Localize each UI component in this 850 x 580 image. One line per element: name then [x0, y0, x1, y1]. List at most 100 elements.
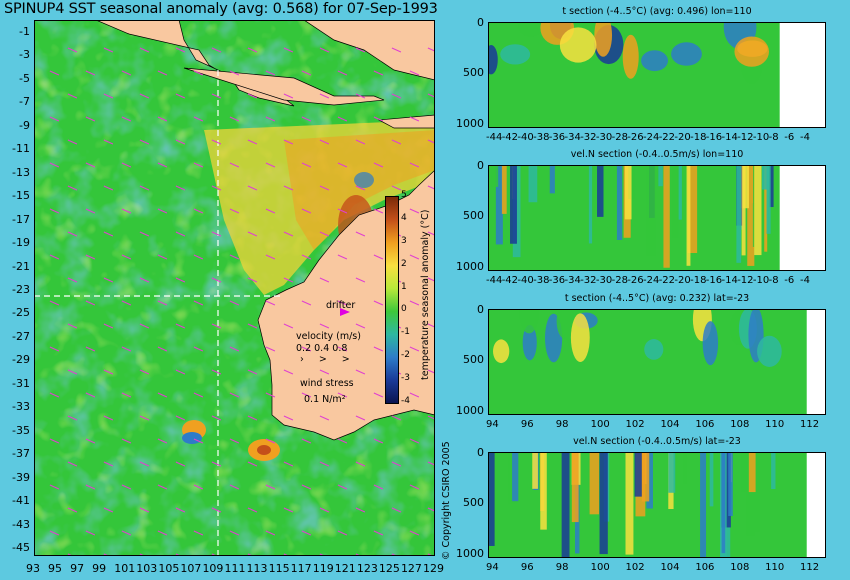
wind-arrow — [301, 530, 312, 536]
wind-arrow — [301, 300, 312, 306]
wind-arrow — [355, 139, 366, 145]
wind-arrow — [301, 484, 312, 490]
section-feature — [687, 166, 698, 254]
lat-tick: -33 — [12, 400, 30, 414]
section-x-tick: -44 — [486, 275, 503, 286]
wind-arrow — [157, 392, 168, 398]
section-feature — [678, 166, 682, 220]
wind-arrow — [247, 507, 258, 513]
wind-arrow — [67, 507, 78, 513]
wind-arrow — [409, 438, 420, 444]
section-x-tick: -20 — [674, 132, 691, 143]
section-x-tick: -36 — [548, 132, 566, 143]
lon-tick: 125 — [378, 562, 400, 575]
wind-arrow — [157, 484, 168, 490]
section-feature — [721, 453, 726, 554]
wind-arrow — [49, 300, 60, 306]
wind-arrow — [175, 185, 186, 191]
wind-arrow — [49, 208, 60, 214]
section-x-tick: -26 — [627, 132, 644, 143]
wind-arrow — [337, 70, 348, 76]
section-background — [489, 23, 825, 127]
wind-arrow — [283, 461, 294, 467]
wind-arrow — [85, 530, 96, 536]
lon-tick: 107 — [180, 562, 202, 575]
section-x-tick: 104 — [660, 419, 680, 430]
wind-arrow — [265, 300, 276, 306]
section-x-tick: 100 — [590, 419, 610, 430]
wind-arrow — [319, 323, 330, 329]
wind-arrow — [283, 139, 294, 145]
wind-arrow — [409, 392, 420, 398]
lon-tick: 129 — [423, 562, 444, 575]
wind-arrow — [319, 93, 330, 99]
section-x-tick: -32 — [580, 132, 597, 143]
section-x-tick: -8 — [768, 132, 779, 143]
velocity-scale-2: 0.4 — [314, 343, 330, 354]
section-feature — [522, 324, 537, 361]
wind-arrow — [139, 139, 150, 145]
section-x-tick: -12 — [737, 275, 754, 286]
section-x-tick: -24 — [643, 132, 660, 143]
section-x-tick: 102 — [625, 562, 645, 573]
section-x-tick: -16 — [705, 132, 723, 143]
wind-arrow — [103, 231, 114, 237]
section-feature — [570, 313, 590, 362]
wind-arrow — [409, 116, 420, 122]
wind-arrow — [193, 530, 204, 536]
wind-arrow — [157, 208, 168, 214]
wind-arrow — [409, 346, 420, 352]
section-feature — [686, 166, 691, 266]
wind-arrow — [301, 392, 312, 398]
section-x-tick: -14 — [721, 275, 738, 286]
section-feature — [747, 166, 755, 266]
section-feature — [771, 453, 776, 490]
section-x-tick: 110 — [765, 562, 785, 573]
wind-arrow — [175, 415, 186, 421]
section-x-tick: 110 — [765, 419, 785, 430]
lon-tick: 123 — [356, 562, 378, 575]
section-x-tick: -8 — [768, 275, 779, 286]
wind-arrow — [193, 438, 204, 444]
section-feature — [764, 166, 768, 252]
section-x-tick: -40 — [517, 132, 534, 143]
section-no-data — [806, 453, 825, 557]
section-feature — [754, 453, 761, 532]
wind-arrow — [157, 116, 168, 122]
wind-arrow — [121, 392, 132, 398]
section-feature — [532, 453, 538, 489]
wind-arrow — [373, 484, 384, 490]
section-feature — [628, 166, 636, 199]
section-x-tick: -36 — [548, 275, 566, 286]
section-x-tick: 100 — [590, 562, 610, 573]
section-feature — [597, 166, 604, 217]
wind-arrow — [301, 116, 312, 122]
lon-tick: 113 — [246, 562, 268, 575]
section-depth-tick: 500 — [463, 496, 484, 510]
colorbar — [385, 196, 399, 404]
wind-arrow — [247, 47, 258, 53]
wind-arrow — [355, 415, 366, 421]
lat-tick: -9 — [19, 118, 30, 132]
colorbar-tick: -3 — [401, 373, 410, 384]
wind-arrow — [211, 369, 222, 375]
wind-arrow — [409, 484, 420, 490]
section-panel-title: t section (-4..5°C) (avg: 0.496) lon=110 — [562, 6, 752, 17]
wind-arrow — [373, 208, 384, 214]
wind-arrow — [391, 461, 402, 467]
section-plot — [489, 166, 825, 270]
wind-arrow — [157, 530, 168, 536]
section-depth-tick: 1000 — [456, 403, 484, 417]
section-x-tick: -42 — [501, 275, 519, 286]
section-x-tick: -28 — [611, 132, 628, 143]
wind-arrow — [409, 530, 420, 536]
section-feature — [594, 23, 613, 57]
section-plot — [489, 23, 825, 127]
section-depth-tick: 1000 — [456, 546, 484, 560]
wind-arrow — [247, 277, 258, 283]
wind-arrow — [391, 47, 402, 53]
wind-arrow — [229, 392, 240, 398]
wind-stress-label: wind stress — [300, 378, 354, 389]
section-x-tick: 106 — [695, 562, 715, 573]
wind-arrow — [319, 369, 330, 375]
